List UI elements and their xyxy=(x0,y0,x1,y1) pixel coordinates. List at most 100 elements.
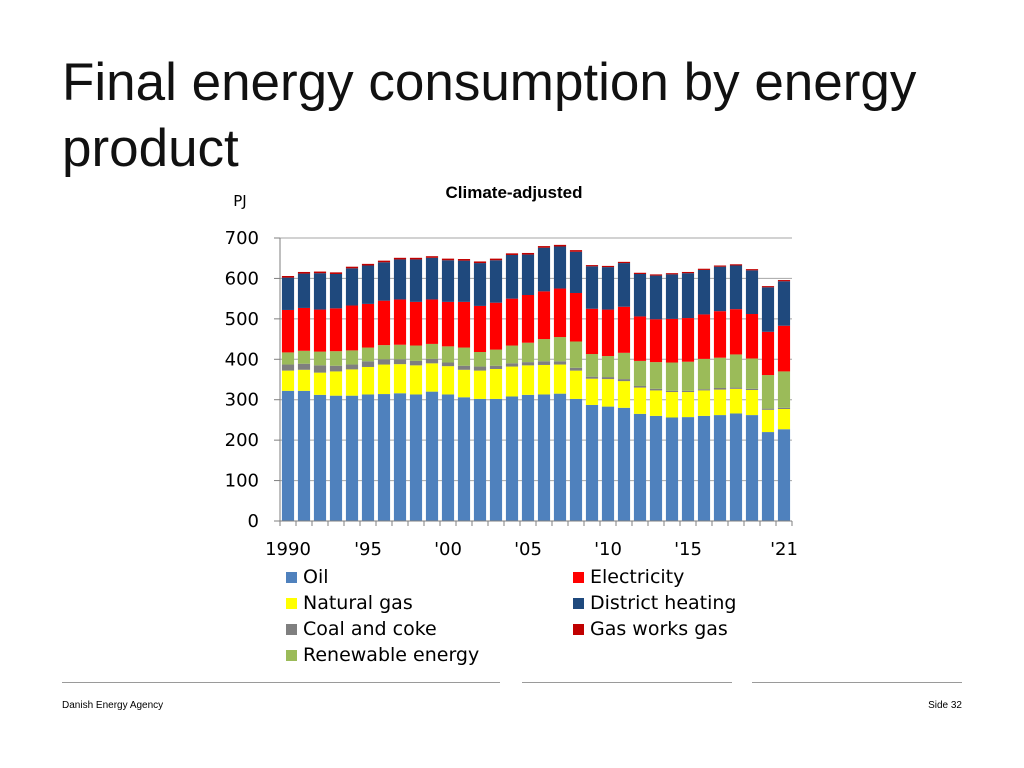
bar-segment-district-heating-1999 xyxy=(425,257,439,300)
bar-segment-gas-works-gas-2021 xyxy=(777,280,791,282)
bar-segment-district-heating-2018 xyxy=(729,265,743,310)
bar-segment-coal-and-coke-2001 xyxy=(457,365,471,370)
bar-segment-gas-works-gas-1993 xyxy=(329,272,343,274)
bar-segment-oil-2018 xyxy=(729,413,743,521)
bar-segment-oil-1992 xyxy=(313,394,327,521)
bar-segment-renewable-energy-2013 xyxy=(649,362,663,389)
bar-segment-gas-works-gas-2001 xyxy=(457,259,471,261)
bar-segment-natural-gas-2003 xyxy=(489,368,503,399)
bar-segment-oil-1997 xyxy=(393,393,407,521)
bar-segment-coal-and-coke-1994 xyxy=(345,364,359,370)
bar-stack-1991 xyxy=(297,271,311,521)
bar-segment-oil-1998 xyxy=(409,394,423,521)
bar-segment-electricity-2002 xyxy=(473,305,487,353)
bar-segment-renewable-energy-1994 xyxy=(345,350,359,365)
bar-segment-oil-2014 xyxy=(665,417,679,521)
bar-segment-district-heating-2006 xyxy=(537,247,551,292)
bar-segment-gas-works-gas-2003 xyxy=(489,258,503,261)
legend-swatch-oil xyxy=(286,571,297,583)
bar-segment-renewable-energy-2006 xyxy=(537,339,551,362)
bar-segment-renewable-energy-1993 xyxy=(329,351,343,366)
bar-segment-oil-2011 xyxy=(617,407,631,521)
legend-item-natural-gas: Natural gas xyxy=(286,590,573,616)
bar-segment-coal-and-coke-1999 xyxy=(425,358,439,364)
bar-segment-oil-2004 xyxy=(505,396,519,521)
bar-segment-gas-works-gas-2020 xyxy=(761,286,775,288)
bar-stack-2006 xyxy=(537,246,551,521)
bar-segment-oil-1999 xyxy=(425,391,439,521)
bar-stack-2005 xyxy=(521,252,535,521)
bar-segment-renewable-energy-2001 xyxy=(457,347,471,366)
bar-segment-renewable-energy-2019 xyxy=(745,358,759,389)
bar-segment-coal-and-coke-2019 xyxy=(745,388,759,391)
bar-segment-oil-2007 xyxy=(553,393,567,521)
bar-segment-coal-and-coke-1995 xyxy=(361,361,375,367)
bar-stack-2017 xyxy=(713,265,727,521)
bar-segment-district-heating-1993 xyxy=(329,273,343,309)
bar-segment-district-heating-2009 xyxy=(585,266,599,309)
bar-stack-2002 xyxy=(473,261,487,521)
bar-stack-2013 xyxy=(649,274,663,521)
x-tick-label: 1990 xyxy=(265,539,311,560)
y-tick-label: 0 xyxy=(248,511,259,532)
bar-segment-natural-gas-2010 xyxy=(601,379,615,407)
bar-segment-electricity-1994 xyxy=(345,305,359,351)
bar-segment-renewable-energy-2000 xyxy=(441,346,455,363)
bar-segment-gas-works-gas-2005 xyxy=(521,252,535,255)
bar-segment-electricity-2017 xyxy=(713,311,727,358)
bar-segment-renewable-energy-2016 xyxy=(697,358,711,390)
bar-segment-oil-2006 xyxy=(537,394,551,521)
bar-segment-district-heating-1994 xyxy=(345,268,359,306)
bar-segment-district-heating-1990 xyxy=(281,277,295,310)
footer-divider-left xyxy=(62,682,500,683)
bar-segment-electricity-2000 xyxy=(441,301,455,347)
bar-segment-natural-gas-2002 xyxy=(473,370,487,399)
bar-segment-natural-gas-2021 xyxy=(777,409,791,430)
bar-segment-district-heating-2010 xyxy=(601,267,615,310)
bar-segment-coal-and-coke-2005 xyxy=(521,362,535,366)
legend-label: Natural gas xyxy=(303,592,413,614)
bar-segment-oil-2020 xyxy=(761,432,775,521)
bar-segment-gas-works-gas-2017 xyxy=(713,265,727,267)
bar-segment-natural-gas-1998 xyxy=(409,365,423,395)
bar-segment-coal-and-coke-2008 xyxy=(569,367,583,371)
bar-segment-district-heating-2000 xyxy=(441,260,455,302)
x-tick-label: '00 xyxy=(434,539,462,560)
bar-segment-renewable-energy-2005 xyxy=(521,342,535,363)
bar-segment-electricity-2004 xyxy=(505,298,519,346)
bar-segment-district-heating-1991 xyxy=(297,273,311,308)
bar-segment-gas-works-gas-2015 xyxy=(681,271,695,274)
bar-segment-gas-works-gas-1991 xyxy=(297,271,311,274)
bar-stack-1999 xyxy=(425,256,439,521)
bar-segment-oil-2017 xyxy=(713,415,727,521)
bar-segment-natural-gas-2014 xyxy=(665,392,679,418)
bar-segment-electricity-1993 xyxy=(329,308,343,352)
bar-segment-district-heating-2007 xyxy=(553,246,567,289)
bar-stack-2003 xyxy=(489,258,503,521)
bar-segment-oil-1991 xyxy=(297,390,311,521)
bar-segment-gas-works-gas-1996 xyxy=(377,260,391,263)
bar-segment-electricity-1996 xyxy=(377,300,391,346)
bar-segment-gas-works-gas-1990 xyxy=(281,276,295,278)
bar-segment-gas-works-gas-2002 xyxy=(473,261,487,264)
bar-segment-natural-gas-1999 xyxy=(425,363,439,392)
legend-label: Oil xyxy=(303,566,329,588)
bar-stack-1992 xyxy=(313,271,327,521)
bar-segment-oil-2009 xyxy=(585,404,599,521)
bar-segment-renewable-energy-2011 xyxy=(617,352,631,380)
bar-segment-gas-works-gas-2004 xyxy=(505,253,519,255)
bar-segment-electricity-1997 xyxy=(393,299,407,345)
bar-stack-2020 xyxy=(761,286,775,521)
bar-segment-renewable-energy-1996 xyxy=(377,345,391,360)
bar-segment-renewable-energy-2018 xyxy=(729,354,743,388)
legend-label: Electricity xyxy=(590,566,685,588)
bar-segment-gas-works-gas-2012 xyxy=(633,272,647,274)
bar-segment-gas-works-gas-1995 xyxy=(361,263,375,266)
x-tick-label: '21 xyxy=(770,539,798,560)
bar-stack-2021 xyxy=(777,280,791,521)
bar-segment-natural-gas-1991 xyxy=(297,369,311,391)
bar-segment-coal-and-coke-2014 xyxy=(665,390,679,393)
bar-segment-electricity-1999 xyxy=(425,299,439,344)
bar-segment-coal-and-coke-1998 xyxy=(409,360,423,366)
legend-label: Renewable energy xyxy=(303,644,480,666)
